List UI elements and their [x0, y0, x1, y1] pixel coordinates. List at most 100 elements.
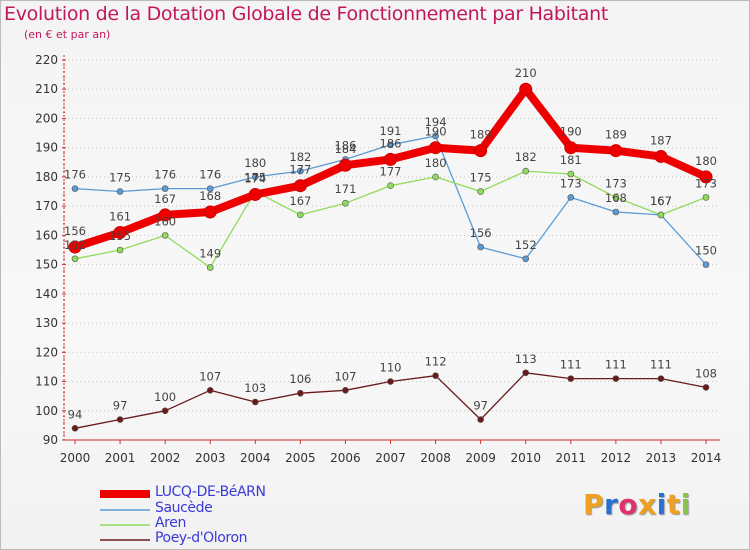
data-label: 156: [64, 224, 86, 238]
data-point: [654, 149, 668, 163]
data-label: 184: [334, 142, 356, 156]
data-label: 210: [515, 66, 537, 80]
data-point: [116, 416, 124, 423]
logo-letter: t: [666, 488, 681, 521]
x-tick-labels: 2000 2001 2002 2003 2004 2005 2006 2007 2008 2009…: [60, 451, 722, 465]
data-label: 152: [64, 238, 86, 252]
data-label: 108: [695, 366, 717, 380]
data-point: [432, 372, 439, 379]
data-point: [612, 194, 620, 201]
y-minor-tick: [63, 421, 65, 423]
x-tick-label: 2007: [375, 451, 406, 465]
data-point: [293, 179, 307, 193]
x-tick-label: 2013: [646, 451, 677, 465]
data-point: [71, 255, 79, 263]
data-point: [384, 152, 397, 166]
y-minor-tick: [63, 345, 65, 347]
data-point: [71, 425, 79, 432]
data-point: [297, 211, 304, 219]
data-label: 173: [605, 176, 627, 190]
y-minor-tick: [63, 129, 65, 131]
data-label: 111: [650, 358, 672, 372]
logo-letter: P: [583, 488, 605, 521]
x-tick-label: 2014: [691, 451, 722, 465]
logo-letter: o: [618, 488, 639, 521]
data-point: [387, 378, 394, 385]
y-minor-tick: [63, 217, 65, 219]
data-point: [342, 199, 349, 207]
data-label: 171: [334, 182, 356, 196]
y-minor-tick: [63, 316, 65, 318]
data-point: [477, 416, 484, 423]
data-point: [609, 144, 623, 158]
data-point: [519, 82, 533, 96]
x-tick-label: 2001: [105, 451, 136, 465]
data-point: [116, 246, 124, 254]
logo-letter: i: [680, 488, 691, 521]
legend-item-saucede: Saucède: [100, 500, 360, 519]
data-point: [567, 194, 575, 201]
x-tick-label: 2005: [285, 451, 316, 465]
data-label: 152: [515, 238, 537, 252]
data-point: [702, 384, 710, 391]
y-minor-tick: [63, 269, 65, 271]
y-tick-label: 130: [35, 316, 58, 330]
y-tick-label: 220: [35, 53, 58, 67]
data-point: [432, 173, 439, 181]
data-point: [657, 375, 665, 382]
logo-letter: r: [604, 488, 619, 521]
data-point: [567, 375, 575, 382]
data-label: 167: [650, 194, 672, 208]
data-point: [702, 261, 710, 268]
data-point: [338, 158, 352, 172]
y-minor-tick: [63, 258, 65, 260]
data-label: 191: [380, 124, 402, 138]
y-minor-tick: [63, 334, 65, 336]
data-point: [657, 211, 665, 219]
data-label: 187: [650, 133, 672, 147]
y-tick-label: 160: [35, 228, 58, 242]
data-point: [432, 132, 439, 140]
data-label: 111: [560, 358, 582, 372]
data-point: [116, 188, 124, 195]
y-minor-tick: [63, 240, 65, 242]
y-minor-tick: [63, 369, 65, 371]
data-label: 94: [68, 407, 83, 421]
data-label: 97: [113, 399, 128, 413]
y-minor-tick: [63, 392, 65, 394]
data-point: [203, 205, 217, 219]
data-label: 176: [199, 168, 221, 182]
data-point: [429, 141, 443, 155]
data-label: 168: [199, 189, 221, 203]
data-label: 113: [515, 352, 537, 366]
data-label: 182: [515, 150, 537, 164]
data-label: 106: [289, 372, 311, 386]
x-tick-label: 2000: [60, 451, 91, 465]
y-minor-tick: [63, 305, 65, 307]
data-label: 167: [289, 194, 311, 208]
data-point: [699, 170, 713, 184]
y-tick-label: 100: [35, 404, 58, 418]
data-point: [248, 187, 262, 201]
data-label: 186: [334, 138, 356, 152]
data-label: 111: [605, 358, 627, 372]
y-tick-label: 190: [35, 141, 58, 155]
series-points: [68, 82, 713, 432]
data-label: 186: [380, 136, 402, 150]
data-label: 149: [199, 247, 221, 261]
y-minor-tick: [63, 141, 65, 143]
data-label: 155: [109, 229, 131, 243]
data-point: [567, 170, 575, 178]
legend-item-poey: Poey-d'Oloron: [100, 530, 360, 549]
x-tick-label: 2010: [510, 451, 541, 465]
y-tick-label: 140: [35, 287, 58, 301]
x-tick-label: 2011: [556, 451, 587, 465]
data-point: [297, 167, 304, 175]
data-point: [206, 185, 214, 192]
data-label: 174: [244, 171, 266, 185]
data-label: 180: [425, 156, 447, 170]
legend-label: Poey-d'Oloron: [155, 530, 248, 546]
y-tick-label: 200: [35, 111, 58, 125]
data-label: 194: [425, 115, 447, 129]
